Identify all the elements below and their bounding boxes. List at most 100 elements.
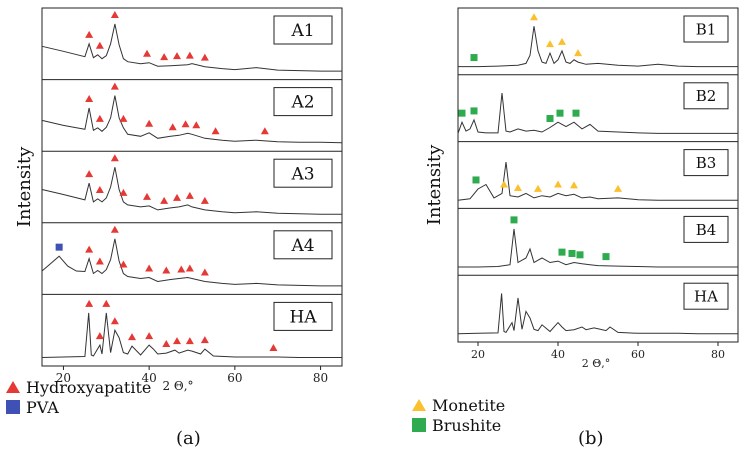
series-label-box xyxy=(683,282,729,310)
x-tick-label: 80 xyxy=(711,348,725,361)
hydroxyapatite-marker xyxy=(185,337,194,345)
legend-item-pva: PVA xyxy=(6,397,151,417)
hydroxyapatite-marker xyxy=(181,120,190,128)
x-tick-label: 20 xyxy=(56,371,71,385)
series-label-box xyxy=(683,149,729,177)
x-tick-label: 40 xyxy=(551,348,565,361)
triangle-icon xyxy=(6,381,20,393)
brushite-marker xyxy=(510,216,518,224)
hydroxyapatite-marker xyxy=(200,196,209,204)
brushite-marker xyxy=(572,109,580,117)
hydroxyapatite-marker xyxy=(119,188,128,196)
hydroxyapatite-marker xyxy=(102,299,111,307)
hydroxyapatite-marker xyxy=(119,260,128,268)
series-label-box xyxy=(273,301,333,331)
x-axis-label: 2 Θ,° xyxy=(162,379,193,393)
plot-frame xyxy=(457,7,739,343)
series-label-a1: A1 xyxy=(290,21,314,41)
x-tick-label: 20 xyxy=(471,348,485,361)
legend-item-monetite: Monetite xyxy=(412,395,505,415)
legend-label: Brushite xyxy=(432,415,502,435)
brushite-marker xyxy=(470,107,478,115)
series-label-box xyxy=(273,230,333,260)
series-line-a2 xyxy=(41,95,343,144)
legend-label: PVA xyxy=(26,397,59,417)
hydroxyapatite-marker xyxy=(162,266,171,274)
hydroxyapatite-marker xyxy=(95,41,104,49)
brushite-marker xyxy=(472,176,480,184)
x-axis-label: 2 Θ,° xyxy=(582,357,611,370)
x-tick-label: 60 xyxy=(227,371,242,385)
hydroxyapatite-marker xyxy=(110,82,119,90)
monetite-marker xyxy=(554,180,562,188)
chart-panel-b: B1 B2 B3 B4 HA 20 40 60 80 2 Θ,° Intensity xyxy=(424,7,739,370)
brushite-marker xyxy=(568,249,576,257)
monetite-marker xyxy=(530,13,538,21)
hydroxyapatite-marker xyxy=(110,154,119,162)
series-label-b1: B1 xyxy=(696,20,717,38)
hydroxyapatite-marker xyxy=(119,114,128,122)
series-label-box xyxy=(683,215,729,243)
hydroxyapatite-marker xyxy=(173,52,181,60)
series-label-box xyxy=(273,87,333,117)
hydroxyapatite-marker xyxy=(177,265,186,273)
hydroxyapatite-marker xyxy=(200,53,209,61)
hydroxyapatite-marker xyxy=(168,123,177,131)
monetite-marker xyxy=(558,37,566,45)
triangle-icon xyxy=(412,399,426,411)
series-label-b3: B3 xyxy=(696,154,717,172)
brushite-marker xyxy=(576,251,584,259)
series-line-a3 xyxy=(41,167,342,215)
hydroxyapatite-marker xyxy=(143,49,151,57)
series-label-b2: B2 xyxy=(696,87,717,105)
legend-a: Hydroxyapatite PVA xyxy=(6,377,151,417)
monetite-marker xyxy=(500,180,508,188)
hydroxyapatite-marker xyxy=(160,196,169,204)
series-line-b2 xyxy=(457,92,738,134)
legend-item-hydroxyapatite: Hydroxyapatite xyxy=(6,377,151,397)
series-line-b1 xyxy=(458,26,738,68)
series-line-a4 xyxy=(41,238,342,287)
hydroxyapatite-marker xyxy=(95,257,104,265)
square-icon xyxy=(412,418,426,432)
hydroxyapatite-marker xyxy=(145,264,154,272)
series-line-ha xyxy=(457,293,738,335)
hydroxyapatite-marker xyxy=(85,95,94,102)
chart-panel-a: A1 A2 A3 A4 HA 20 40 60 80 2 Θ,° Intensity xyxy=(14,7,343,393)
caption-b: (b) xyxy=(578,428,604,449)
hydroxyapatite-marker xyxy=(95,114,104,122)
x-tick-label: 80 xyxy=(313,371,328,385)
hydroxyapatite-marker xyxy=(110,11,119,18)
monetite-marker xyxy=(614,184,622,192)
y-axis-label: Intensity xyxy=(14,146,35,227)
brushite-marker xyxy=(602,253,610,261)
pva-marker xyxy=(55,243,63,251)
brushite-marker xyxy=(458,109,466,117)
hydroxyapatite-marker xyxy=(145,332,154,340)
hydroxyapatite-marker xyxy=(173,337,181,345)
hydroxyapatite-marker xyxy=(173,193,181,201)
x-tick-label: 60 xyxy=(631,348,645,361)
legend-b: Monetite Brushite xyxy=(412,395,505,435)
hydroxyapatite-marker xyxy=(160,53,169,61)
hydroxyapatite-marker xyxy=(95,332,104,340)
legend-label: Monetite xyxy=(432,395,506,415)
caption-a: (a) xyxy=(176,428,201,449)
series-label-box xyxy=(683,82,729,110)
hydroxyapatite-marker xyxy=(110,317,119,325)
series-line-b4 xyxy=(458,228,738,268)
monetite-marker xyxy=(574,49,582,57)
brushite-marker xyxy=(470,54,478,62)
hydroxyapatite-marker xyxy=(128,333,136,341)
square-icon xyxy=(6,400,20,414)
hydroxyapatite-marker xyxy=(162,340,171,348)
series-line-ha xyxy=(41,312,342,358)
series-label-box xyxy=(273,158,333,188)
series-label-a2: A2 xyxy=(290,93,314,113)
hydroxyapatite-marker xyxy=(85,299,94,307)
series-label-ha: HA xyxy=(694,288,718,306)
hydroxyapatite-marker xyxy=(85,245,94,253)
hydroxyapatite-marker xyxy=(269,344,278,352)
series-label-b4: B4 xyxy=(696,221,717,239)
series-label-a3: A3 xyxy=(290,164,314,184)
